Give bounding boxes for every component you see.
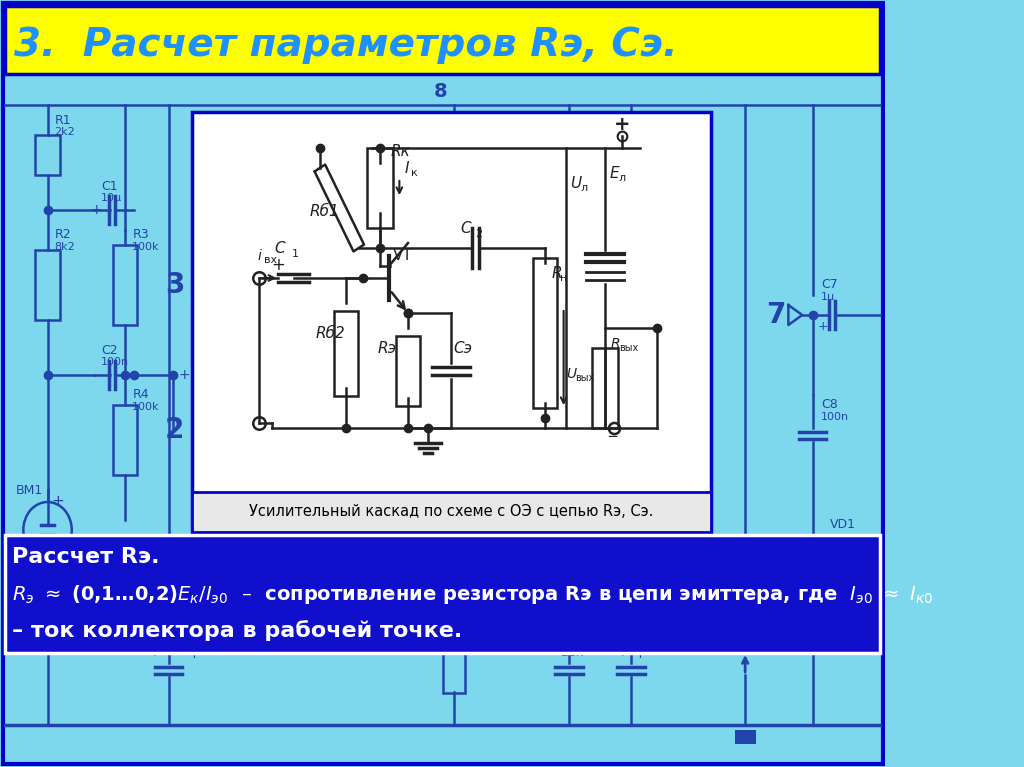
Text: C7: C7 xyxy=(821,278,838,291)
Text: C: C xyxy=(274,241,286,256)
Text: Rк: Rк xyxy=(391,144,411,159)
Text: Rб1: Rб1 xyxy=(309,204,339,219)
Text: Усилительный каскад по схеме с ОЭ с цепью Rэ, Сэ.: Усилительный каскад по схеме с ОЭ с цепь… xyxy=(249,505,653,519)
Text: Rэ: Rэ xyxy=(378,341,396,356)
Text: C: C xyxy=(461,221,471,236)
Text: C1: C1 xyxy=(101,179,118,193)
Text: 10μ: 10μ xyxy=(177,646,201,659)
Text: вх: вх xyxy=(263,255,276,265)
Text: R4: R4 xyxy=(132,389,148,401)
Text: 1: 1 xyxy=(292,249,299,259)
Text: к: к xyxy=(412,168,418,178)
Text: 8k2: 8k2 xyxy=(54,242,75,252)
Text: R2: R2 xyxy=(54,229,71,242)
Text: 3.  Расчет параметров Rэ, Сэ.: 3. Расчет параметров Rэ, Сэ. xyxy=(14,26,678,64)
Text: BM1: BM1 xyxy=(15,483,43,496)
Text: вых: вых xyxy=(574,373,594,383)
Text: +: + xyxy=(271,256,286,274)
Bar xyxy=(396,335,420,406)
Text: I: I xyxy=(404,161,409,176)
Text: Cэ: Cэ xyxy=(454,341,473,356)
Bar xyxy=(36,135,59,175)
Text: Рассчет Rэ.: Рассчет Rэ. xyxy=(12,547,160,567)
Text: C2: C2 xyxy=(101,344,118,357)
Text: л: л xyxy=(618,173,626,183)
Text: VD1: VD1 xyxy=(829,518,856,532)
Text: 8: 8 xyxy=(434,82,447,101)
Text: R3: R3 xyxy=(132,229,148,242)
Text: 1μ: 1μ xyxy=(821,292,836,302)
Text: ─: ─ xyxy=(608,430,616,444)
Text: VT1: VT1 xyxy=(427,528,455,542)
Text: 2k2: 2k2 xyxy=(54,127,75,137)
Text: VD2: VD2 xyxy=(733,634,759,647)
Bar xyxy=(114,245,137,325)
Text: 10k: 10k xyxy=(442,634,466,647)
FancyBboxPatch shape xyxy=(191,492,711,532)
Bar xyxy=(334,311,357,396)
Text: 4μ7: 4μ7 xyxy=(631,646,654,659)
Text: +: + xyxy=(817,321,828,334)
Bar xyxy=(532,258,557,408)
Text: +: + xyxy=(616,645,628,659)
FancyBboxPatch shape xyxy=(5,535,880,653)
Text: н: н xyxy=(560,273,567,283)
Text: 100k: 100k xyxy=(132,402,160,412)
Text: R: R xyxy=(610,337,620,351)
Text: 2: 2 xyxy=(165,416,184,444)
Text: +: + xyxy=(148,645,160,659)
Bar xyxy=(735,730,756,744)
Text: 2: 2 xyxy=(475,229,482,239)
Text: л: л xyxy=(581,183,588,193)
Text: U: U xyxy=(566,367,577,381)
Text: R: R xyxy=(552,266,562,281)
Text: 3: 3 xyxy=(165,271,184,299)
FancyBboxPatch shape xyxy=(3,3,883,764)
Text: 100n: 100n xyxy=(821,412,849,422)
Text: +: + xyxy=(52,495,65,509)
Text: $R_э$ $\approx$ (0,1…0,2)$E_к$$/$$I_{э0}$  –  сопротивление резистора Rэ в цепи : $R_э$ $\approx$ (0,1…0,2)$E_к$$/$$I_{э0}… xyxy=(12,584,934,607)
Text: 100k: 100k xyxy=(132,242,160,252)
Text: R1: R1 xyxy=(54,114,71,127)
Text: C8: C8 xyxy=(821,399,838,412)
Text: – ток коллектора в рабочей точке.: – ток коллектора в рабочей точке. xyxy=(12,621,463,641)
Text: U: U xyxy=(570,176,582,191)
Bar xyxy=(368,148,393,228)
Bar xyxy=(36,250,59,320)
Text: 7: 7 xyxy=(767,301,786,329)
Text: 10μ: 10μ xyxy=(101,193,122,203)
Bar xyxy=(114,405,137,475)
Text: i: i xyxy=(258,249,261,263)
Text: 22n: 22n xyxy=(560,646,584,659)
Text: вых: вых xyxy=(618,343,638,353)
Text: VT: VT xyxy=(393,248,413,263)
FancyBboxPatch shape xyxy=(5,6,880,74)
FancyBboxPatch shape xyxy=(191,112,711,532)
Text: +: + xyxy=(614,116,631,134)
Text: E: E xyxy=(609,166,620,181)
Text: 100n: 100n xyxy=(101,357,129,367)
Text: Rб2: Rб2 xyxy=(315,326,345,341)
Bar xyxy=(592,348,618,428)
Text: +: + xyxy=(179,368,190,382)
Bar xyxy=(442,647,465,693)
Text: +: + xyxy=(90,203,101,217)
